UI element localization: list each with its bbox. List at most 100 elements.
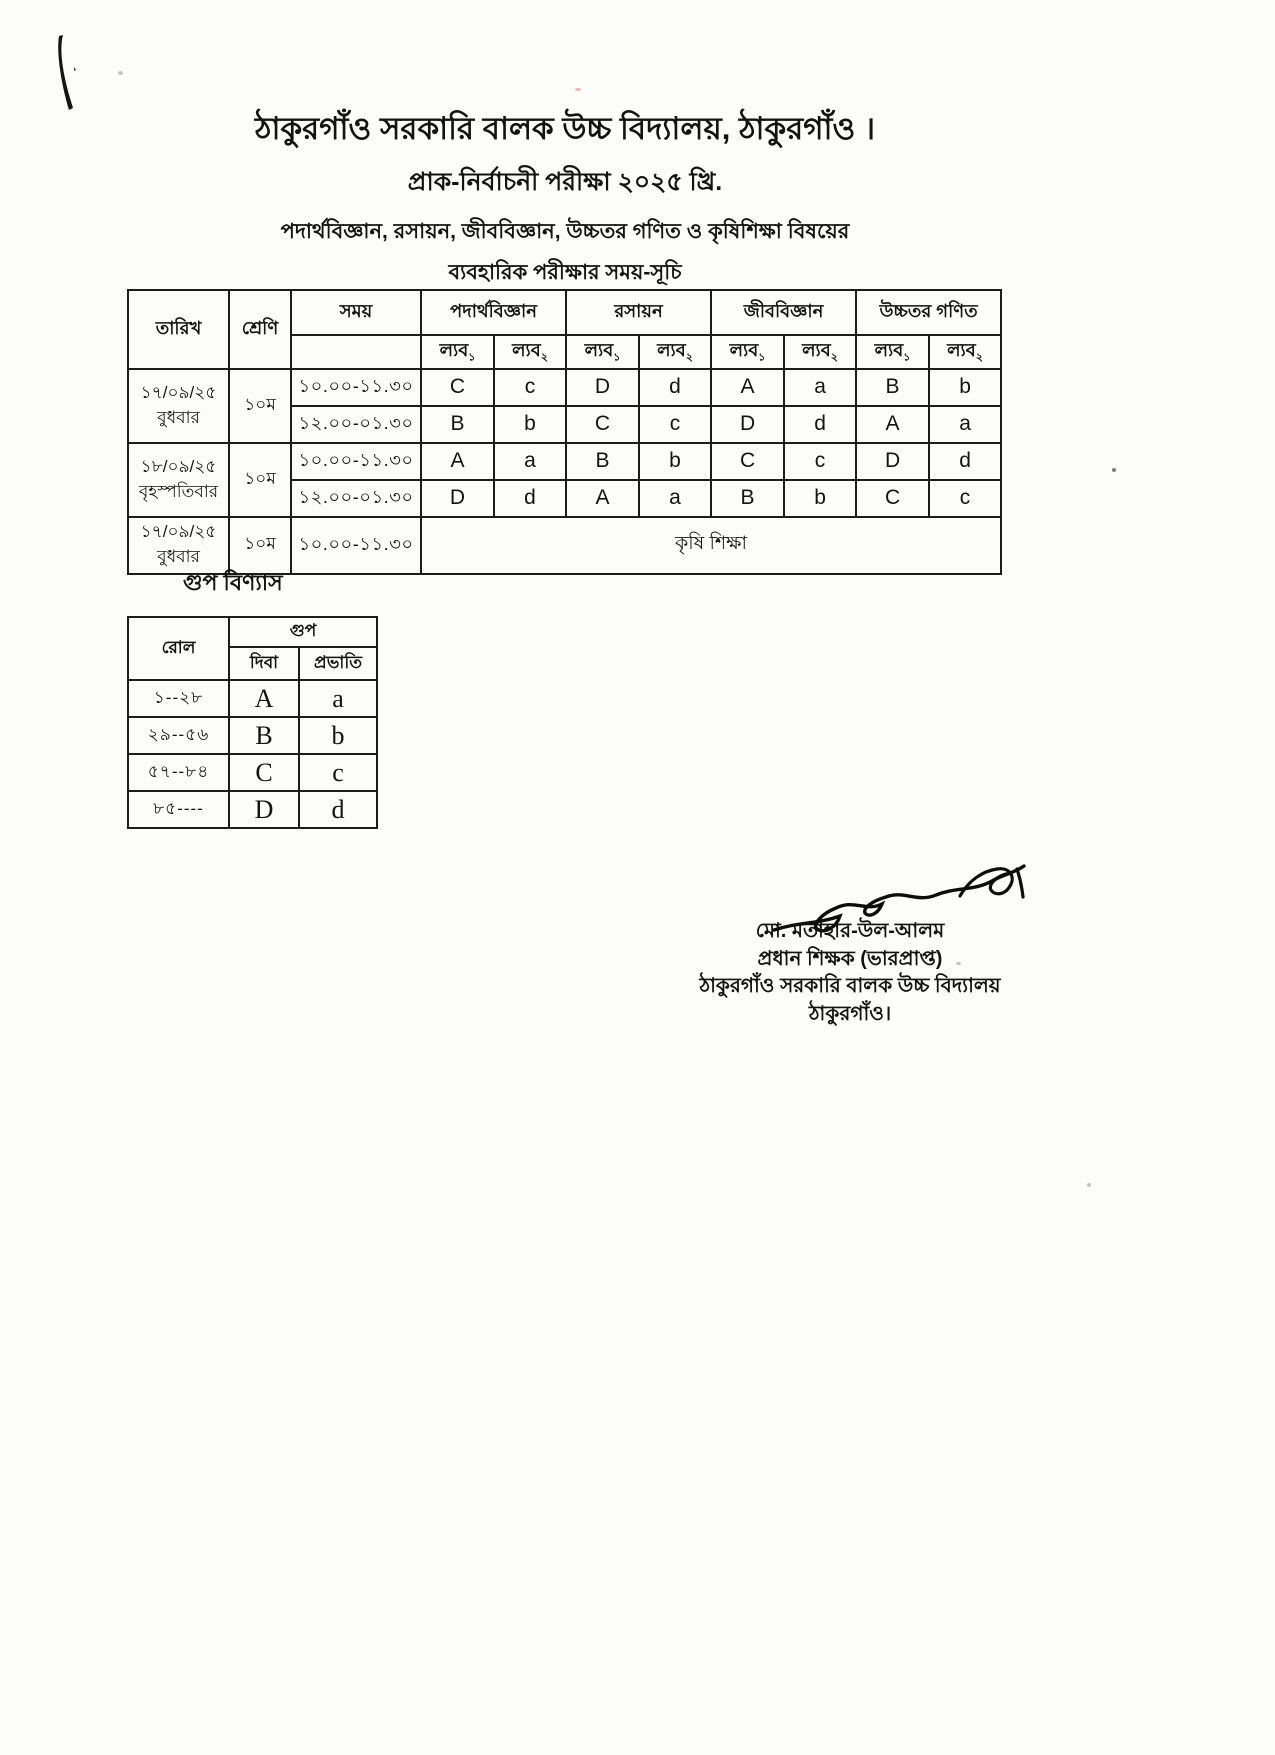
date-cell: ১৭/০৯/২৫ বুধবার (127, 367, 230, 444)
group-cell: b (783, 478, 858, 518)
lab2-header: ল্যব২ (492, 334, 568, 370)
table-row: ১২.০০-০১.৩০ D d A a B b C c (128, 478, 1003, 518)
group-cell: d (492, 478, 568, 518)
signer-place: ঠাকুরগাঁও। (808, 1002, 892, 1025)
class-cell: ১০ম (228, 515, 292, 575)
table-row: ১৭/০৯/২৫ বুধবার ১০ম ১০.০০-১১.৩০ কৃষি শিক্… (127, 515, 1003, 575)
lab1-header: ল্যব১ (710, 334, 786, 370)
day-group-cell: C (228, 753, 300, 792)
morning-group-cell: a (298, 679, 378, 718)
group-cell: B (855, 367, 931, 407)
table-row: ১২.০০-০১.৩০ B b C c D d A a (128, 404, 1003, 444)
lab1-header: ল্যব১ (420, 334, 495, 370)
morning-group-cell: c (298, 753, 378, 792)
scan-speck (575, 88, 581, 91)
group-column-header: গুপ (228, 616, 378, 648)
scan-speck (118, 71, 123, 75)
group-cell: C (855, 478, 931, 518)
pen-mark-artifact (58, 35, 76, 110)
roll-column-header: রোল (127, 616, 230, 681)
group-cell: c (492, 367, 568, 407)
time-cell: ১০.০০-১১.৩০ (290, 441, 422, 481)
signature-block: মো. মতাহার-উল-আলম প্রধান শিক্ষক (ভারপ্রা… (640, 918, 1060, 1028)
day-group-cell: D (228, 790, 300, 829)
group-cell: D (565, 367, 641, 407)
exam-schedule-table: তারিখ শ্রেণি সময় পদার্থবিজ্ঞান রসায়ন জ… (127, 289, 1003, 575)
group-cell: C (710, 441, 786, 481)
date-cell: ১৮/০৯/২৫ বৃহস্পতিবার (127, 441, 230, 518)
group-cell: D (420, 478, 495, 518)
lab2-header: ল্যব২ (928, 334, 1003, 370)
group-cell: c (928, 478, 1003, 518)
group-cell: d (638, 367, 713, 407)
group-cell: A (565, 478, 641, 518)
group-cell: B (565, 441, 641, 481)
class-cell: ১০ম (228, 441, 292, 518)
time-cell: ১২.০০-০১.৩০ (290, 404, 422, 444)
morning-shift-header: প্রভাতি (298, 646, 378, 681)
col-header-time: সময় (290, 289, 422, 336)
group-cell: a (783, 367, 858, 407)
table-row: ২৯--৫৬ B b (127, 716, 378, 755)
group-cell: D (710, 404, 786, 444)
col-header-higher-math: উচ্চতর গণিত (855, 289, 1003, 336)
day-group-cell: B (228, 716, 300, 755)
group-cell: C (565, 404, 641, 444)
subjects-line: পদার্থবিজ্ঞান, রসায়ন, জীববিজ্ঞান, উচ্চত… (280, 219, 850, 243)
signature-image (772, 864, 1026, 933)
col-header-date: তারিখ (127, 289, 230, 370)
group-cell: d (928, 441, 1003, 481)
group-cell: A (855, 404, 931, 444)
col-header-physics: পদার্থবিজ্ঞান (419, 289, 568, 336)
scan-speck (956, 962, 961, 965)
group-cell: a (638, 478, 713, 518)
agriculture-cell: কৃষি শিক্ষা (419, 515, 1003, 575)
day-shift-header: দিবা (228, 646, 300, 681)
lab1-header: ল্যব১ (565, 334, 641, 370)
roll-range-cell: ৫৭--৮৪ (127, 753, 230, 792)
group-cell: a (492, 441, 568, 481)
lab2-header: ল্যব২ (783, 334, 858, 370)
col-header-time-empty (290, 334, 422, 370)
date-cell: ১৭/০৯/২৫ বুধবার (127, 515, 230, 575)
table-row: ৫৭--৮৪ C c (127, 753, 378, 792)
col-header-chemistry: রসায়ন (565, 289, 713, 336)
scan-speck (1087, 1183, 1091, 1187)
group-distribution-table: রোল গুপ দিবা প্রভাতি ১--২৮ A a ২৯--৫৬ B … (127, 616, 378, 829)
group-cell: d (783, 404, 858, 444)
group-cell: A (710, 367, 786, 407)
document-header: ঠাকুরগাঁও সরকারি বালক উচ্চ বিদ্যালয়, ঠা… (0, 108, 1130, 291)
lab2-header: ল্যব২ (638, 334, 713, 370)
col-header-biology: জীববিজ্ঞান (710, 289, 858, 336)
roll-range-cell: ৮৫---- (127, 790, 230, 829)
roll-range-cell: ১--২৮ (127, 679, 230, 718)
morning-group-cell: d (298, 790, 378, 829)
time-cell: ১০.০০-১১.৩০ (290, 367, 422, 407)
signer-school: ঠাকুরগাঁও সরকারি বালক উচ্চ বিদ্যালয় (699, 975, 1001, 998)
class-cell: ১০ম (228, 367, 292, 444)
school-name-title: ঠাকুরগাঁও সরকারি বালক উচ্চ বিদ্যালয়, ঠা… (254, 111, 876, 146)
time-cell: ১০.০০-১১.৩০ (290, 515, 422, 575)
group-cell: D (855, 441, 931, 481)
lab1-header: ল্যব১ (855, 334, 931, 370)
table-row: ১৭/০৯/২৫ বুধবার ১০ম ১০.০০-১১.৩০ C c D d A… (127, 367, 1003, 444)
group-cell: b (928, 367, 1003, 407)
group-cell: a (928, 404, 1003, 444)
morning-group-cell: b (298, 716, 378, 755)
group-cell: c (638, 404, 713, 444)
schedule-line: ব্যবহারিক পরীক্ষার সময়-সূচি (448, 260, 682, 284)
signer-title: প্রধান শিক্ষক (ভারপ্রাপ্ত) (757, 947, 943, 970)
table-row: ১--২৮ A a (127, 679, 378, 718)
exam-title: প্রাক-নির্বাচনী পরীক্ষা ২০২৫ খ্রি. (407, 167, 723, 196)
scan-speck (1112, 468, 1116, 472)
group-cell: c (783, 441, 858, 481)
group-cell: C (420, 367, 495, 407)
day-group-cell: A (228, 679, 300, 718)
col-header-class: শ্রেণি (228, 289, 292, 370)
group-cell: A (420, 441, 495, 481)
table-row: ১৮/০৯/২৫ বৃহস্পতিবার ১০ম ১০.০০-১১.৩০ A a … (127, 441, 1003, 518)
group-cell: b (638, 441, 713, 481)
table-row: ৮৫---- D d (127, 790, 378, 829)
roll-range-cell: ২৯--৫৬ (127, 716, 230, 755)
